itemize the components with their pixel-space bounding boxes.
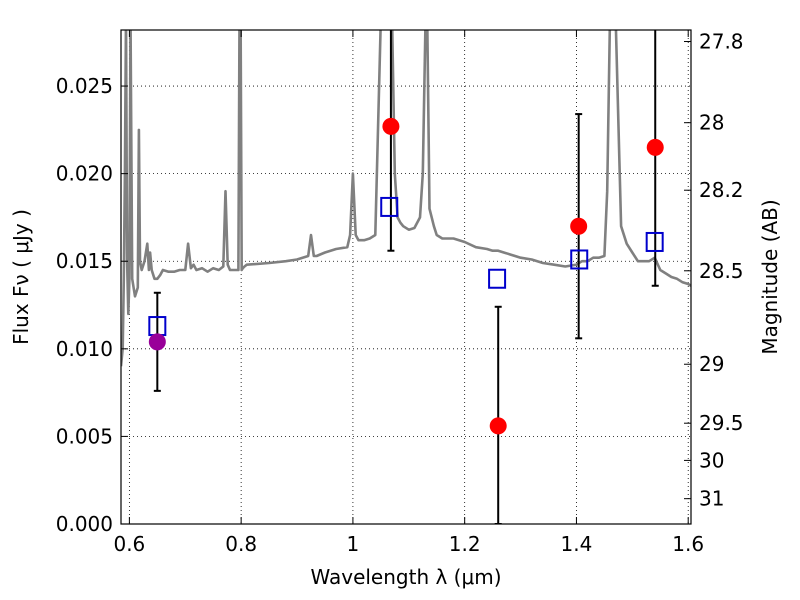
circle-marker (489, 417, 507, 435)
y2-axis-label: Magnitude (AB) (758, 199, 782, 354)
y-tick-label: 0.025 (56, 74, 113, 98)
x-tick-label: 0.8 (225, 532, 257, 556)
plot-frame (120, 29, 692, 525)
square-marker (570, 249, 589, 270)
x-tick-label: 1.2 (449, 532, 481, 556)
y2-tick-label: 28.5 (699, 259, 744, 283)
model-spectrum-line (121, 30, 691, 367)
y2-axis-label-text: Magnitude (AB) (758, 199, 782, 354)
x-tick-label: 1 (347, 532, 360, 556)
marker-layer (148, 117, 664, 435)
square-marker (380, 196, 399, 217)
y2-tick-label: 28.2 (699, 178, 744, 202)
x-tick-label: 0.6 (113, 532, 145, 556)
y-axis-label: Flux Fν ( μJy ) (9, 209, 33, 345)
circle-marker (382, 117, 400, 135)
square-marker (488, 268, 507, 289)
circle-marker (570, 217, 588, 235)
y2-tick-label: 28 (699, 111, 724, 135)
y2-tick-label: 29 (699, 352, 724, 376)
tick-marks (121, 30, 691, 525)
y-tick-label: 0.000 (56, 512, 113, 536)
y-tick-label: 0.005 (56, 424, 113, 448)
tick-labels: 0.6 0.8 1 1.2 1.4 1.6 0.000 0.005 0.010 0.015 0.02… (56, 30, 744, 556)
x-tick-label: 1.6 (672, 532, 704, 556)
y-tick-label: 0.020 (56, 162, 113, 186)
y2-tick-label: 29.5 (699, 411, 744, 435)
plot-background (121, 30, 691, 524)
x-tick-label: 1.4 (561, 532, 593, 556)
y2-tick-label: 31 (699, 487, 724, 511)
grid (121, 30, 691, 524)
y-tick-label: 0.015 (56, 249, 113, 273)
circle-marker (148, 333, 166, 351)
square-marker (645, 231, 664, 252)
y2-tick-label: 30 (699, 448, 724, 472)
x-axis-label: Wavelength λ (μm) (310, 565, 501, 589)
circle-marker (646, 138, 664, 156)
y-tick-label: 0.010 (56, 337, 113, 361)
y2-tick-label: 27.8 (699, 30, 744, 54)
y-axis-label-text: Flux Fν ( μJy ) (9, 209, 33, 345)
x-axis-label-text: Wavelength λ (μm) (310, 565, 501, 589)
spectrum-layer (121, 30, 691, 367)
